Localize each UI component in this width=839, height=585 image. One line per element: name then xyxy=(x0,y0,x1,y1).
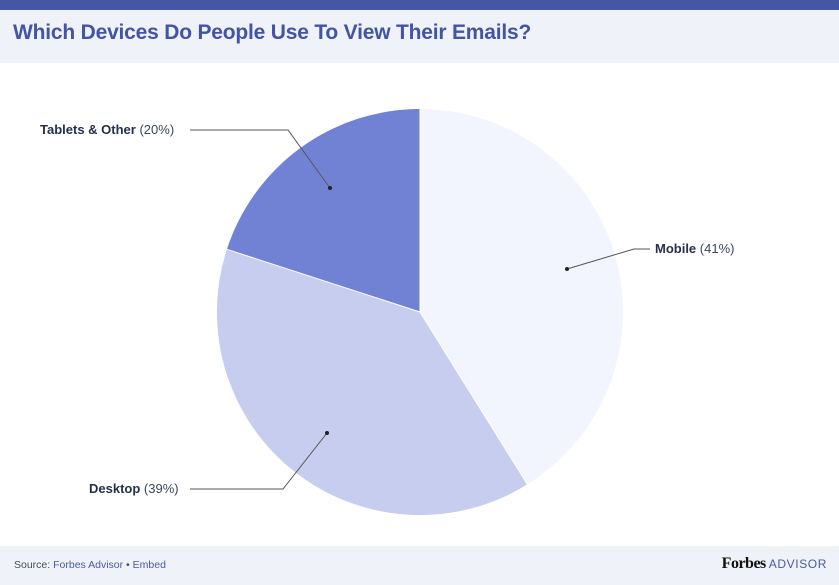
leader-line-desktop xyxy=(190,431,329,490)
label-mobile-value: (41%) xyxy=(699,241,735,256)
source-prefix: Source: xyxy=(14,559,54,571)
label-desktop: Desktop (39%) xyxy=(89,481,179,496)
pie-chart-area: Tablets & Other (20%) Mobile (41%) Deskt… xyxy=(0,63,839,546)
leader-line-tablets xyxy=(190,129,332,190)
chart-header: Which Devices Do People Use To View Thei… xyxy=(0,10,839,63)
top-accent-bar xyxy=(0,0,839,10)
source-line: Source: Forbes Advisor • Embed xyxy=(14,559,166,571)
label-mobile-name: Mobile xyxy=(655,241,697,256)
slice-mobile[interactable] xyxy=(420,108,624,485)
pie-chart xyxy=(190,108,650,516)
brand-advisor: ADVISOR xyxy=(768,557,827,571)
chart-title: Which Devices Do People Use To View Thei… xyxy=(13,21,532,44)
label-tablets-value: (20%) xyxy=(139,122,175,137)
label-desktop-name: Desktop xyxy=(89,481,141,496)
label-mobile: Mobile (41%) xyxy=(655,241,734,256)
label-tablets-name: Tablets & Other xyxy=(40,122,136,137)
slice-desktop[interactable] xyxy=(216,249,528,516)
embed-link[interactable]: Embed xyxy=(132,559,166,571)
slice-tablets-other[interactable] xyxy=(226,108,420,313)
brand-forbes: Forbes xyxy=(721,555,767,572)
leader-line-mobile xyxy=(565,248,650,271)
label-tablets-other: Tablets & Other (20%) xyxy=(40,122,174,137)
source-separator: • xyxy=(123,559,133,571)
forbes-advisor-logo: Forbes ADVISOR xyxy=(722,555,827,573)
chart-footer: Source: Forbes Advisor • Embed Forbes ADV… xyxy=(0,546,839,585)
source-link-forbes-advisor[interactable]: Forbes Advisor xyxy=(53,559,124,571)
label-desktop-value: (39%) xyxy=(143,481,179,496)
